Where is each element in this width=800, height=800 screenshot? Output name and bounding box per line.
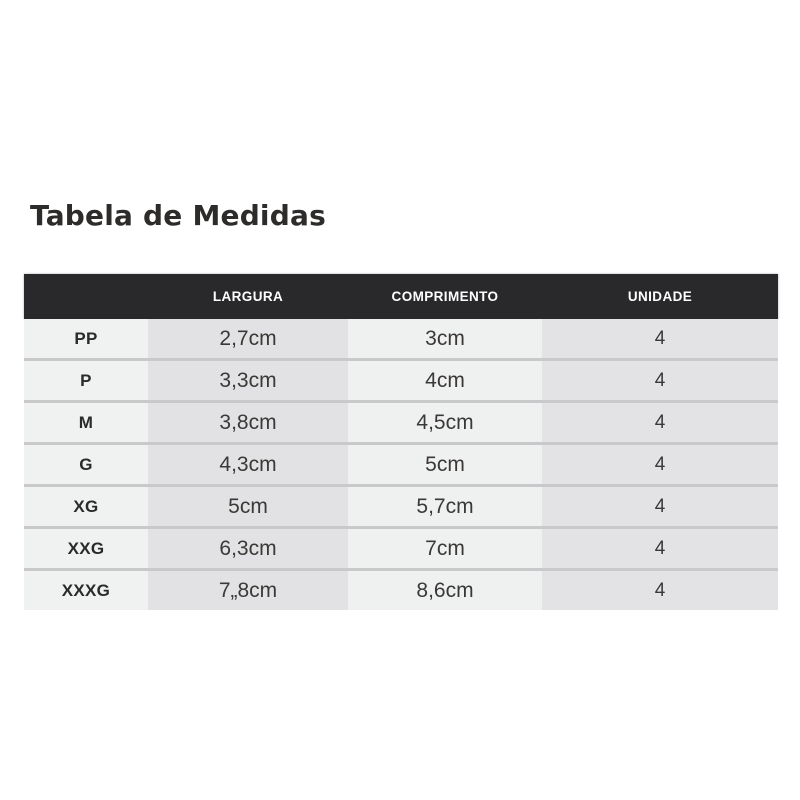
size-table: LARGURA COMPRIMENTO UNIDADE PP 2,7cm 3cm… — [24, 274, 778, 610]
table-row-g: G 4,3cm 5cm 4 — [24, 445, 778, 487]
cell-unidade: 4 — [542, 361, 778, 400]
cell-comprimento: 4,5cm — [348, 403, 542, 442]
cell-unidade: 4 — [542, 529, 778, 568]
cell-size: XG — [24, 487, 148, 526]
header-cell-empty — [24, 274, 148, 319]
cell-largura: 6,3cm — [148, 529, 348, 568]
header-cell-unidade: UNIDADE — [627, 289, 693, 304]
table-body: PP 2,7cm 3cm 4 P 3,3cm 4cm 4 M 3,8cm 4,5… — [24, 319, 778, 610]
cell-largura: 4,3cm — [148, 445, 348, 484]
table-row-xxg: XXG 6,3cm 7cm 4 — [24, 529, 778, 571]
cell-comprimento: 8,6cm — [348, 571, 542, 610]
cell-size: PP — [24, 319, 148, 358]
cell-unidade: 4 — [542, 445, 778, 484]
table-row-m: M 3,8cm 4,5cm 4 — [24, 403, 778, 445]
cell-comprimento: 5cm — [348, 445, 542, 484]
table-row-xg: XG 5cm 5,7cm 4 — [24, 487, 778, 529]
cell-comprimento: 3cm — [348, 319, 542, 358]
cell-largura: 5cm — [148, 487, 348, 526]
cell-unidade: 4 — [542, 487, 778, 526]
table-row-p: P 3,3cm 4cm 4 — [24, 361, 778, 403]
cell-size: XXXG — [24, 571, 148, 610]
cell-largura: 3,3cm — [148, 361, 348, 400]
cell-largura: 7„8cm — [148, 571, 348, 610]
cell-comprimento: 7cm — [348, 529, 542, 568]
cell-comprimento: 5,7cm — [348, 487, 542, 526]
cell-comprimento: 4cm — [348, 361, 542, 400]
cell-unidade: 4 — [542, 319, 778, 358]
header-cell-largura: LARGURA — [212, 289, 284, 304]
cell-largura: 2,7cm — [148, 319, 348, 358]
cell-size: G — [24, 445, 148, 484]
cell-largura: 3,8cm — [148, 403, 348, 442]
cell-unidade: 4 — [542, 403, 778, 442]
header-cell-comprimento: COMPRIMENTO — [391, 289, 499, 304]
table-row-xxxg: XXXG 7„8cm 8,6cm 4 — [24, 571, 778, 610]
cell-size: XXG — [24, 529, 148, 568]
table-row-pp: PP 2,7cm 3cm 4 — [24, 319, 778, 361]
cell-size: M — [24, 403, 148, 442]
cell-size: P — [24, 361, 148, 400]
table-header-row: LARGURA COMPRIMENTO UNIDADE — [24, 274, 778, 319]
page-title: Tabela de Medidas — [30, 199, 326, 232]
cell-unidade: 4 — [542, 571, 778, 610]
